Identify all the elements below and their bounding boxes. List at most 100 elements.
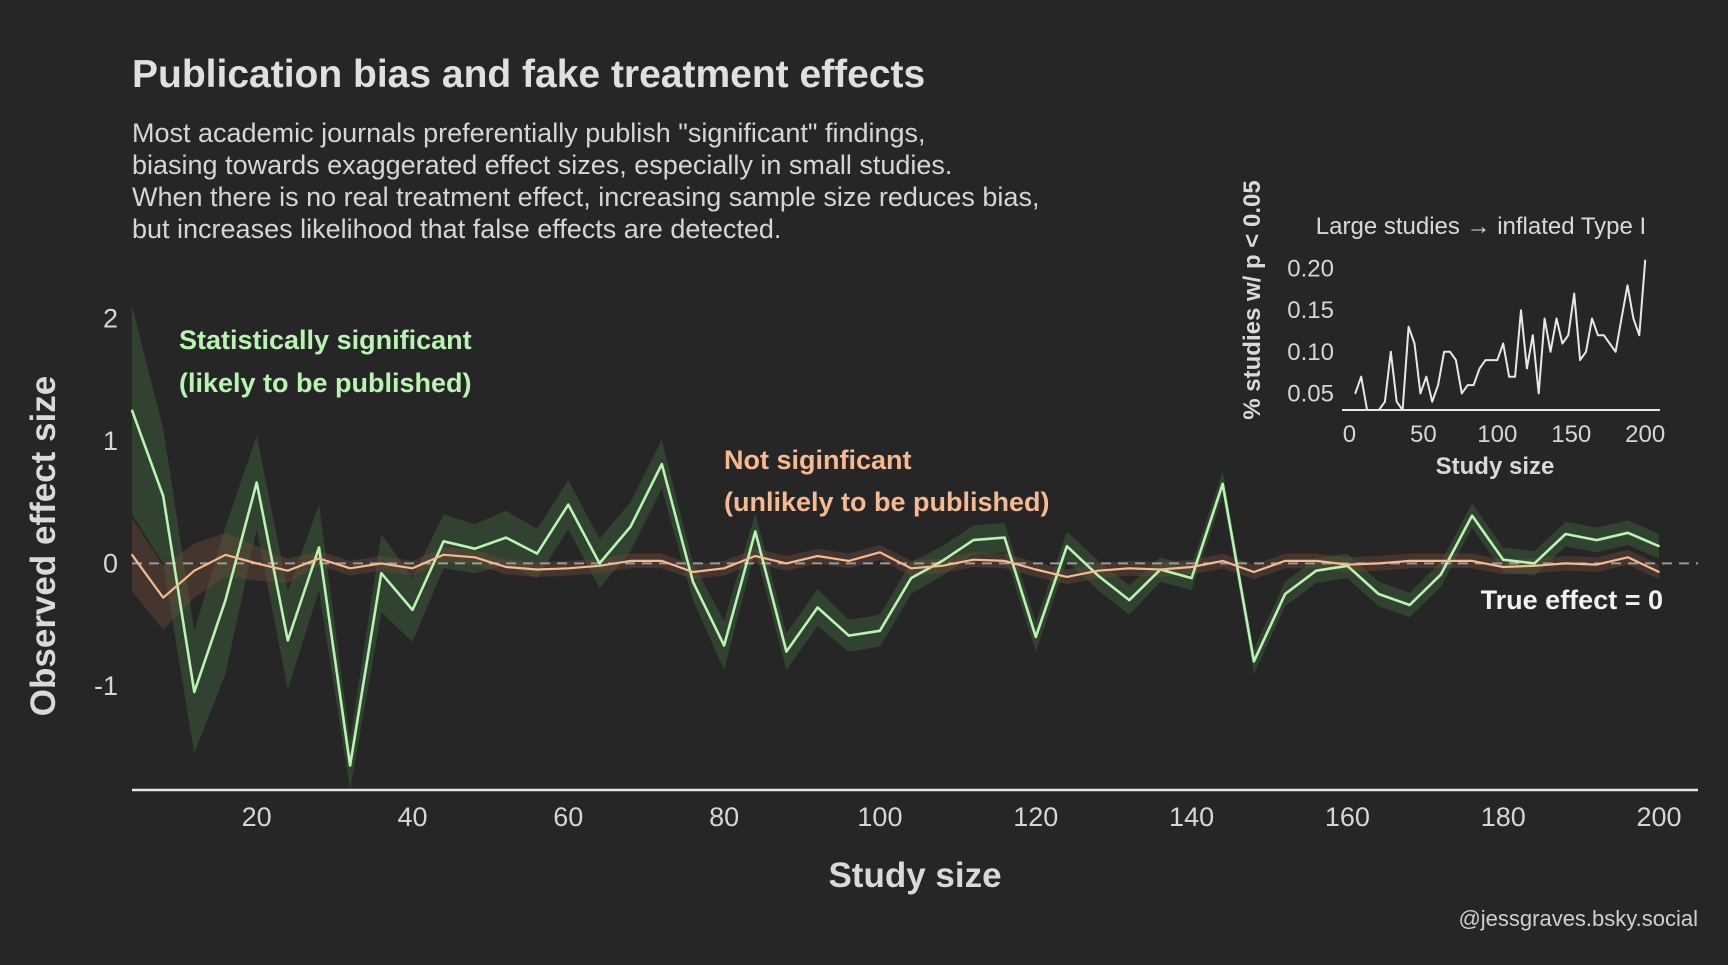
subtitle-line: Most academic journals preferentially pu… xyxy=(132,118,926,148)
inset-data-point xyxy=(1620,317,1623,320)
inset-data-point xyxy=(1567,334,1570,337)
not-significant-data-point xyxy=(629,560,632,562)
significant-data-point xyxy=(1627,531,1629,534)
inset-data-point xyxy=(1585,351,1587,353)
inset-data-point xyxy=(1425,375,1428,378)
inset-data-point xyxy=(1455,359,1457,361)
inset-data-point xyxy=(1508,375,1510,378)
inset-data-point xyxy=(1419,392,1422,395)
inset-data-point xyxy=(1431,400,1433,403)
not-significant-data-point xyxy=(286,569,289,572)
significant-data-point xyxy=(442,540,445,543)
significant-data-point xyxy=(1377,593,1380,595)
not-significant-data-point xyxy=(193,569,196,572)
data-points xyxy=(131,409,1660,767)
significant-data-point xyxy=(723,644,725,647)
not-significant-data-point xyxy=(972,558,975,561)
inset-data-point xyxy=(1461,392,1463,395)
inset-chart: Large studies → inflated Type I 0 50 100 15… xyxy=(1239,180,1665,480)
not-significant-data-point xyxy=(1159,568,1162,571)
inset-data-point xyxy=(1543,317,1546,320)
x-tick-label: 140 xyxy=(1169,802,1214,832)
chart-title: Publication bias and fake treatment effe… xyxy=(132,53,925,96)
not-significant-data-point xyxy=(1627,556,1629,559)
not-significant-data-point xyxy=(1595,563,1598,566)
x-axis-label: Study size xyxy=(828,856,1001,895)
significant-data-point xyxy=(1315,569,1318,572)
significant-data-point xyxy=(910,577,912,579)
inset-data-point xyxy=(1384,400,1386,403)
y-tick-label: 0 xyxy=(103,548,118,578)
inset-data-point xyxy=(1378,409,1380,411)
not-significant-data-point xyxy=(567,567,570,570)
significant-data-point xyxy=(318,546,320,549)
significant-data-point xyxy=(286,639,289,642)
not-significant-data-point xyxy=(1658,571,1660,573)
significant-data-point xyxy=(816,606,819,609)
inset-data-point xyxy=(1354,392,1357,395)
not-significant-data-point xyxy=(660,560,663,562)
inset-y-tick-label: 0.10 xyxy=(1287,339,1334,366)
inset-data-point xyxy=(1466,384,1469,386)
significant-data-point xyxy=(1533,562,1536,565)
x-tick-label: 80 xyxy=(709,802,739,832)
inset-data-point xyxy=(1526,367,1528,370)
significant-data-point xyxy=(1284,593,1286,595)
y-tick-label: 1 xyxy=(103,426,118,456)
inset-y-tick-label: 0.05 xyxy=(1287,380,1334,407)
significant-data-point xyxy=(1253,660,1255,663)
significant-data-point xyxy=(692,580,694,583)
not-significant-data-point xyxy=(1315,560,1318,562)
significant-data-point xyxy=(754,530,757,533)
significant-data-point xyxy=(1034,636,1037,638)
inset-y-axis-label: % studies w/ p < 0.05 xyxy=(1239,180,1266,419)
inset-data-point xyxy=(1502,342,1504,345)
inset-data-point xyxy=(1496,359,1499,361)
not-significant-data-point xyxy=(536,568,538,571)
significant-annotation-line2: (likely to be published) xyxy=(179,368,472,398)
inset-title: Large studies → inflated Type I xyxy=(1316,213,1646,240)
inset-data-point xyxy=(1614,351,1617,353)
not-significant-data-point xyxy=(1408,560,1411,562)
x-tick-label: 40 xyxy=(397,802,427,832)
inset-data-point xyxy=(1514,375,1516,378)
inset-data-point xyxy=(1437,384,1439,386)
inset-x-tick-label: 0 xyxy=(1343,421,1356,448)
inset-data-point xyxy=(1626,284,1629,287)
not-significant-data-point xyxy=(754,555,757,557)
not-significant-data-point xyxy=(785,562,788,565)
significant-data-point xyxy=(1595,539,1598,541)
inset-data-point xyxy=(1532,334,1534,337)
significant-data-point xyxy=(1003,536,1006,539)
inset-y-tick-labels: 0.05 0.10 0.15 0.20 xyxy=(1287,256,1334,408)
subtitle-line: but increases likelihood that false effe… xyxy=(132,214,781,244)
inset-data-point xyxy=(1472,384,1475,386)
not-significant-data-point xyxy=(255,562,258,565)
not-significant-data-point xyxy=(1564,562,1567,565)
inset-data-point xyxy=(1638,334,1641,337)
significant-data-point xyxy=(660,463,663,465)
series-lines xyxy=(130,409,1660,767)
inset-y-tick-label: 0.15 xyxy=(1287,297,1334,324)
not-significant-data-point xyxy=(1066,576,1068,578)
significant-data-point xyxy=(1221,482,1224,485)
x-tick-label: 20 xyxy=(242,802,272,832)
inset-data-point xyxy=(1561,342,1564,345)
significant-data-point xyxy=(567,503,570,506)
inset-data-point xyxy=(1449,351,1451,353)
significant-data-point xyxy=(1658,545,1660,548)
y-tick-label: 2 xyxy=(103,303,118,333)
significant-series-line xyxy=(130,409,1660,767)
not-significant-annotation-line1: Not siginficant xyxy=(724,445,912,475)
not-significant-data-point xyxy=(1253,571,1255,573)
inset-x-axis-label: Study size xyxy=(1436,453,1555,480)
inset-data-points xyxy=(1354,259,1646,411)
inset-x-tick-label: 200 xyxy=(1625,421,1665,448)
y-axis-label: Observed effect size xyxy=(24,376,63,716)
inset-data-point xyxy=(1407,326,1410,328)
significant-data-point xyxy=(1440,573,1442,576)
significant-data-point xyxy=(411,609,414,611)
significant-data-point xyxy=(473,547,476,550)
inset-data-point xyxy=(1608,342,1611,345)
inset-data-point xyxy=(1484,359,1487,361)
